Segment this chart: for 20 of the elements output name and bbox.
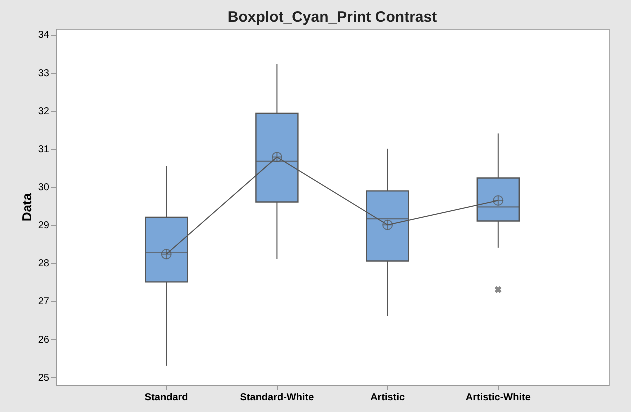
x-tick-label: Artistic-White — [466, 392, 532, 404]
point — [382, 220, 394, 230]
chart-title: Boxplot_Cyan_Print Contrast — [228, 9, 438, 26]
y-tick-label: 28 — [38, 258, 50, 270]
y-tick-label: 32 — [38, 106, 50, 118]
y-axis-title: Data — [19, 192, 34, 222]
y-tick-label: 33 — [38, 68, 50, 80]
point — [493, 195, 504, 206]
point — [272, 152, 282, 163]
x-tick-label: Artistic — [370, 392, 406, 404]
y-tick-label: 30 — [38, 182, 50, 194]
x-tick-label: Standard-White — [240, 392, 315, 404]
x-tick-label: Standard — [144, 392, 188, 404]
y-tick-label: 26 — [38, 334, 50, 346]
y-tick-label: 27 — [38, 296, 50, 308]
y-tick-label: 34 — [38, 30, 50, 42]
y-tick-label: 31 — [38, 144, 50, 156]
y-tick-label: 29 — [38, 220, 50, 232]
point — [161, 249, 172, 260]
y-tick-label: 25 — [38, 372, 50, 384]
